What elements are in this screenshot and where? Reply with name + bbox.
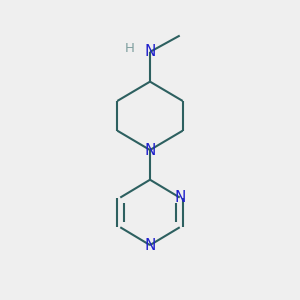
Text: N: N <box>144 238 156 253</box>
Text: H: H <box>125 42 135 55</box>
Text: N: N <box>144 44 156 59</box>
Text: N: N <box>174 190 185 205</box>
Text: N: N <box>144 142 156 158</box>
